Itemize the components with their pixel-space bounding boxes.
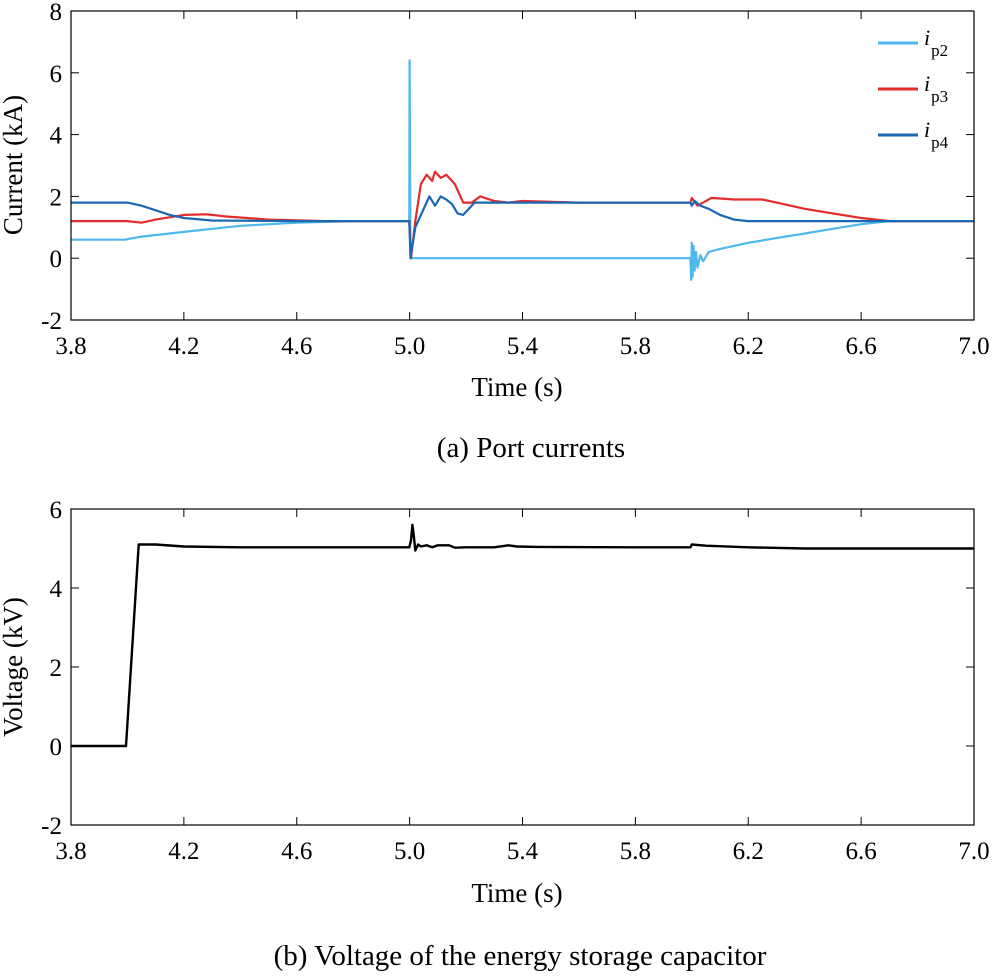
x-tick-label: 5.0 <box>394 333 425 360</box>
x-tick-label: 5.8 <box>620 333 651 360</box>
x-tick-label: 6.2 <box>733 333 764 360</box>
x-tick-label: 5.4 <box>507 333 539 360</box>
series-line-p3 <box>71 170 974 260</box>
y-tick-label: -2 <box>41 308 62 335</box>
panel-a-background <box>71 11 974 320</box>
panel-b-background <box>71 509 974 825</box>
y-tick-label: -2 <box>41 813 62 840</box>
legend-label-ip2: ip2 <box>924 25 948 60</box>
x-tick-label: 5.4 <box>507 838 539 865</box>
y-tick-label: 0 <box>50 246 63 273</box>
x-tick-label: 3.8 <box>55 838 86 865</box>
legend-label-ip4: ip4 <box>924 117 949 152</box>
x-tick-label: 6.6 <box>846 838 877 865</box>
y-tick-label: 2 <box>50 655 63 682</box>
panel-b-axes-box <box>70 508 975 826</box>
panel-a-series <box>71 59 974 281</box>
x-tick-label: 5.0 <box>394 838 425 865</box>
x-tick-label: 7.0 <box>958 333 989 360</box>
panel-b-series <box>71 523 974 748</box>
x-tick-label: 5.8 <box>620 838 651 865</box>
panel-b: 3.8 4.2 4.6 5.0 5.4 5.8 6.2 6.6 7.0 -2 0… <box>0 497 990 972</box>
panel-a-y-tick-labels: -2 0 2 4 6 8 <box>41 0 62 335</box>
panel-b-x-axis-label: Time (s) <box>471 878 562 908</box>
x-tick-label: 3.8 <box>55 333 86 360</box>
y-tick-label: 4 <box>50 123 63 150</box>
panel-a-caption: (a) Port currents <box>437 432 625 464</box>
panel-b-caption: (b) Voltage of the energy storage capaci… <box>274 940 767 972</box>
panel-a-x-tick-labels: 3.8 4.2 4.6 5.0 5.4 5.8 6.2 6.6 7.0 <box>55 333 989 360</box>
x-tick-label: 4.2 <box>168 838 199 865</box>
x-tick-label: 6.2 <box>733 838 764 865</box>
y-tick-label: 6 <box>50 497 63 524</box>
x-tick-label: 4.6 <box>281 838 312 865</box>
panel-a: 3.8 4.2 4.6 5.0 5.4 5.8 6.2 6.6 7.0 -2 0… <box>0 0 990 464</box>
panel-a-axes-box <box>70 10 975 321</box>
x-tick-label: 4.6 <box>281 333 312 360</box>
series-line-p4 <box>71 195 974 260</box>
panel-a-x-axis-label: Time (s) <box>471 372 562 402</box>
y-tick-label: 8 <box>50 0 63 26</box>
y-tick-label: 6 <box>50 61 63 88</box>
legend: ip2 ip3 ip4 <box>878 25 949 152</box>
y-tick-label: 0 <box>50 734 63 761</box>
legend-label-ip3: ip3 <box>924 71 948 106</box>
panel-b-y-axis-label: Voltage (kV) <box>0 597 28 737</box>
panel-b-y-tick-labels: -2 0 2 4 6 <box>41 497 62 840</box>
y-tick-label: 2 <box>50 184 63 211</box>
panel-a-y-axis-label: Current (kA) <box>0 95 28 235</box>
x-tick-label: 7.0 <box>958 838 989 865</box>
panel-b-x-tick-labels: 3.8 4.2 4.6 5.0 5.4 5.8 6.2 6.6 7.0 <box>55 838 989 865</box>
x-tick-label: 4.2 <box>168 333 199 360</box>
y-tick-label: 4 <box>50 576 63 603</box>
series-line-voltage <box>71 523 974 748</box>
series-line-p2 <box>71 59 974 281</box>
x-tick-label: 6.6 <box>846 333 877 360</box>
